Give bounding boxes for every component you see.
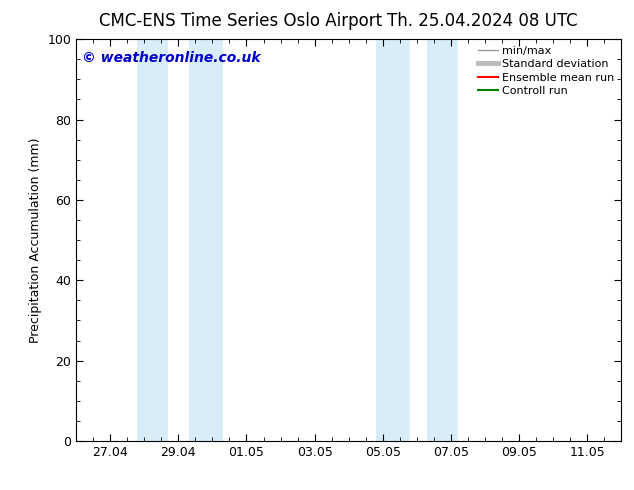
Y-axis label: Precipitation Accumulation (mm): Precipitation Accumulation (mm) [29,137,42,343]
Text: CMC-ENS Time Series Oslo Airport: CMC-ENS Time Series Oslo Airport [100,12,382,30]
Text: © weatheronline.co.uk: © weatheronline.co.uk [82,51,260,65]
Bar [138,39,168,441]
Legend: min/max, Standard deviation, Ensemble mean run, Controll run: min/max, Standard deviation, Ensemble me… [474,42,619,100]
Bar [427,39,458,441]
Text: Th. 25.04.2024 08 UTC: Th. 25.04.2024 08 UTC [387,12,577,30]
Bar [376,39,410,441]
Bar [188,39,223,441]
